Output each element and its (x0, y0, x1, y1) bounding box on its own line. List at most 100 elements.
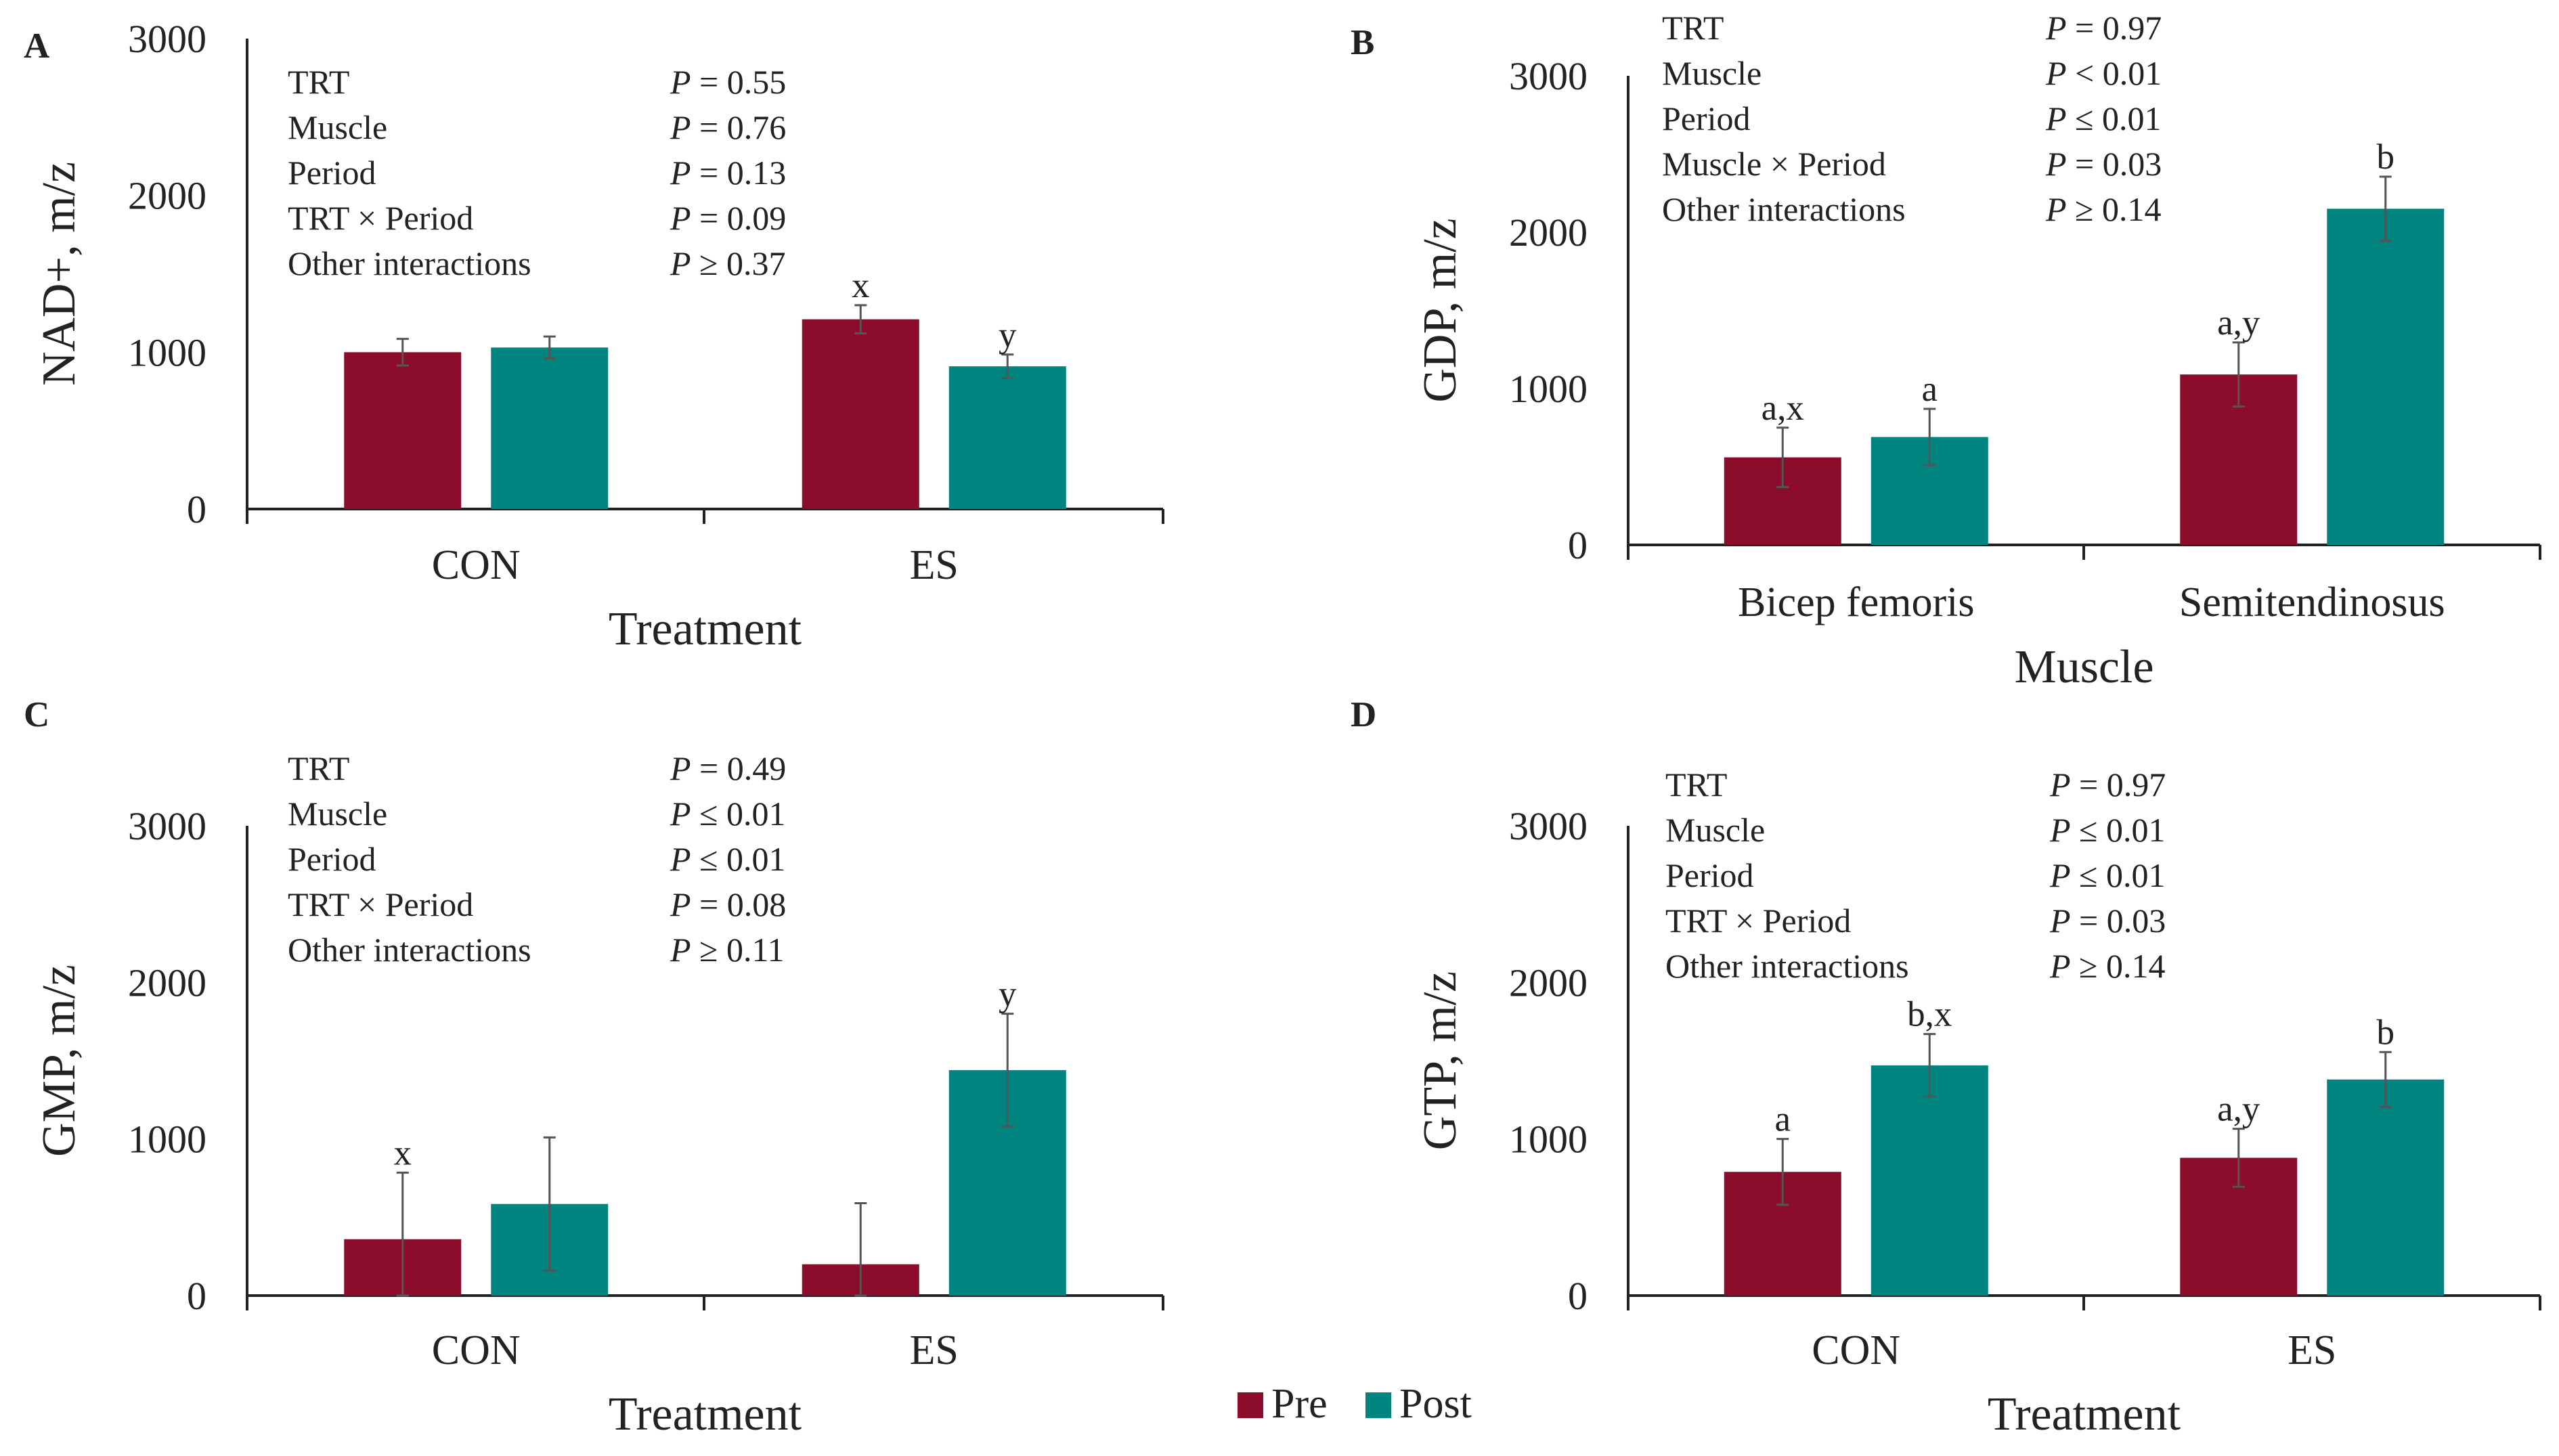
stat-term: TRT × Period (1665, 902, 1851, 940)
x-category-label: Semitendinosus (2179, 579, 2445, 625)
stat-p-value: P ≥ 0.14 (2049, 947, 2166, 985)
y-tick-label: 0 (187, 487, 206, 531)
stat-p-value: P = 0.13 (670, 154, 786, 192)
bar-post (948, 366, 1066, 509)
stat-term: TRT × Period (288, 885, 473, 923)
x-axis-title: Treatment (1988, 1388, 2181, 1440)
y-axis-title: GMP, m/z (33, 965, 85, 1157)
y-axis-title: GDP, m/z (1414, 218, 1466, 402)
panel-letter: C (24, 695, 49, 734)
y-axis-title: NAD+, m/z (33, 162, 85, 386)
stat-term: Period (288, 154, 376, 192)
significance-label: b (2377, 1013, 2395, 1052)
y-axis-title: GTP, m/z (1414, 971, 1466, 1150)
bar-pre (344, 352, 462, 509)
significance-label: a (1921, 370, 1938, 409)
y-tick-label: 0 (1568, 1274, 1588, 1318)
x-category-label: ES (910, 542, 959, 588)
y-tick-label: 3000 (128, 17, 206, 61)
significance-label: b,x (1907, 995, 1952, 1034)
stat-p-value: P = 0.76 (670, 108, 786, 146)
chart-panel-c: C 0 1000 2000 3000 GMP, m/z CON x ES y Treatment TR… (24, 695, 1164, 1440)
chart-panel-a: A 0 1000 2000 3000 NAD+, m/z CON ES x y Treatment T… (24, 17, 1164, 655)
y-tick-label: 3000 (1509, 804, 1588, 848)
stat-term: Muscle (1665, 811, 1765, 849)
stat-p-value: P = 0.97 (2045, 9, 2162, 47)
bar-post (2327, 208, 2445, 545)
panel-letter: A (24, 26, 49, 66)
stat-p-value: P ≤ 0.01 (670, 795, 786, 833)
stat-p-value: P ≥ 0.14 (2045, 190, 2162, 228)
significance-label: b (2377, 137, 2395, 177)
x-axis-title: Muscle (2014, 641, 2153, 693)
stat-term: Muscle (288, 108, 387, 146)
stat-term: Muscle (288, 795, 387, 833)
bar-post (491, 347, 609, 509)
stat-term: Period (1662, 100, 1751, 137)
y-tick-label: 1000 (128, 330, 206, 374)
chart-panel-b: B 0 1000 2000 3000 GDP, m/z Bicep femoris a,x a S… (1351, 9, 2541, 693)
figure-panels: A 0 1000 2000 3000 NAD+, m/z CON ES x y Treatment T… (24, 9, 2541, 1440)
stat-term: TRT × Period (288, 199, 473, 237)
y-tick-label: 1000 (128, 1118, 206, 1162)
stat-term: Period (1665, 856, 1754, 894)
y-tick-label: 3000 (1509, 54, 1588, 98)
x-category-label: CON (432, 1327, 521, 1373)
x-category-label: ES (2288, 1327, 2336, 1373)
y-tick-label: 0 (187, 1274, 206, 1318)
legend: Pre Post (1238, 1381, 1472, 1427)
x-category-label: CON (1812, 1327, 1900, 1373)
significance-label: y (999, 975, 1017, 1014)
significance-label: a (1774, 1100, 1791, 1139)
stat-term: Other interactions (1662, 190, 1906, 228)
stat-term: Other interactions (288, 244, 531, 282)
bar-post (1871, 1065, 1988, 1296)
significance-label: a,y (2217, 303, 2260, 343)
y-tick-label: 3000 (128, 804, 206, 848)
stat-p-value: P ≤ 0.01 (2049, 856, 2166, 894)
stat-p-value: P = 0.09 (670, 199, 786, 237)
x-category-label: Bicep femoris (1738, 579, 1975, 625)
y-tick-label: 1000 (1509, 1118, 1588, 1162)
stat-p-value: P = 0.08 (670, 885, 786, 923)
legend-swatch-post (1365, 1392, 1391, 1418)
x-category-label: CON (432, 542, 521, 588)
y-tick-label: 2000 (1509, 211, 1588, 255)
significance-label: y (999, 315, 1017, 355)
significance-label: a,x (1762, 389, 1804, 428)
stat-term: Period (288, 840, 376, 878)
stat-p-value: P = 0.49 (670, 749, 786, 787)
panel-letter: B (1351, 23, 1374, 62)
stat-p-value: P ≥ 0.11 (670, 931, 785, 969)
y-tick-label: 0 (1568, 523, 1588, 567)
significance-label: x (852, 266, 870, 305)
stat-p-value: P ≤ 0.01 (670, 840, 786, 878)
significance-label: x (394, 1133, 412, 1172)
stat-term: Other interactions (1665, 947, 1909, 985)
y-tick-label: 2000 (128, 174, 206, 218)
stat-p-value: P ≤ 0.01 (2045, 100, 2162, 137)
legend-label-post: Post (1399, 1381, 1472, 1427)
stat-term: TRT (288, 63, 349, 101)
legend-swatch-pre (1238, 1392, 1263, 1418)
stat-p-value: P = 0.97 (2049, 766, 2166, 803)
y-tick-label: 2000 (1509, 961, 1588, 1005)
y-tick-label: 1000 (1509, 367, 1588, 411)
stat-p-value: P = 0.03 (2049, 902, 2166, 940)
stat-p-value: P = 0.03 (2045, 145, 2162, 183)
stat-p-value: P ≤ 0.01 (2049, 811, 2166, 849)
x-axis-title: Treatment (609, 1388, 802, 1440)
stat-p-value: P = 0.55 (670, 63, 786, 101)
chart-panel-d: D 0 1000 2000 3000 GTP, m/z CON a b,x ES a,y b Treat… (1351, 695, 2541, 1440)
stat-p-value: P < 0.01 (2045, 54, 2162, 92)
significance-label: a,y (2217, 1090, 2260, 1129)
stat-term: Muscle × Period (1662, 145, 1886, 183)
stat-term: Other interactions (288, 931, 531, 969)
bar-pre (802, 319, 919, 509)
y-tick-label: 2000 (128, 961, 206, 1005)
stat-term: TRT (288, 749, 349, 787)
stat-term: TRT (1665, 766, 1727, 803)
x-category-label: ES (910, 1327, 959, 1373)
x-axis-title: Treatment (609, 603, 802, 655)
